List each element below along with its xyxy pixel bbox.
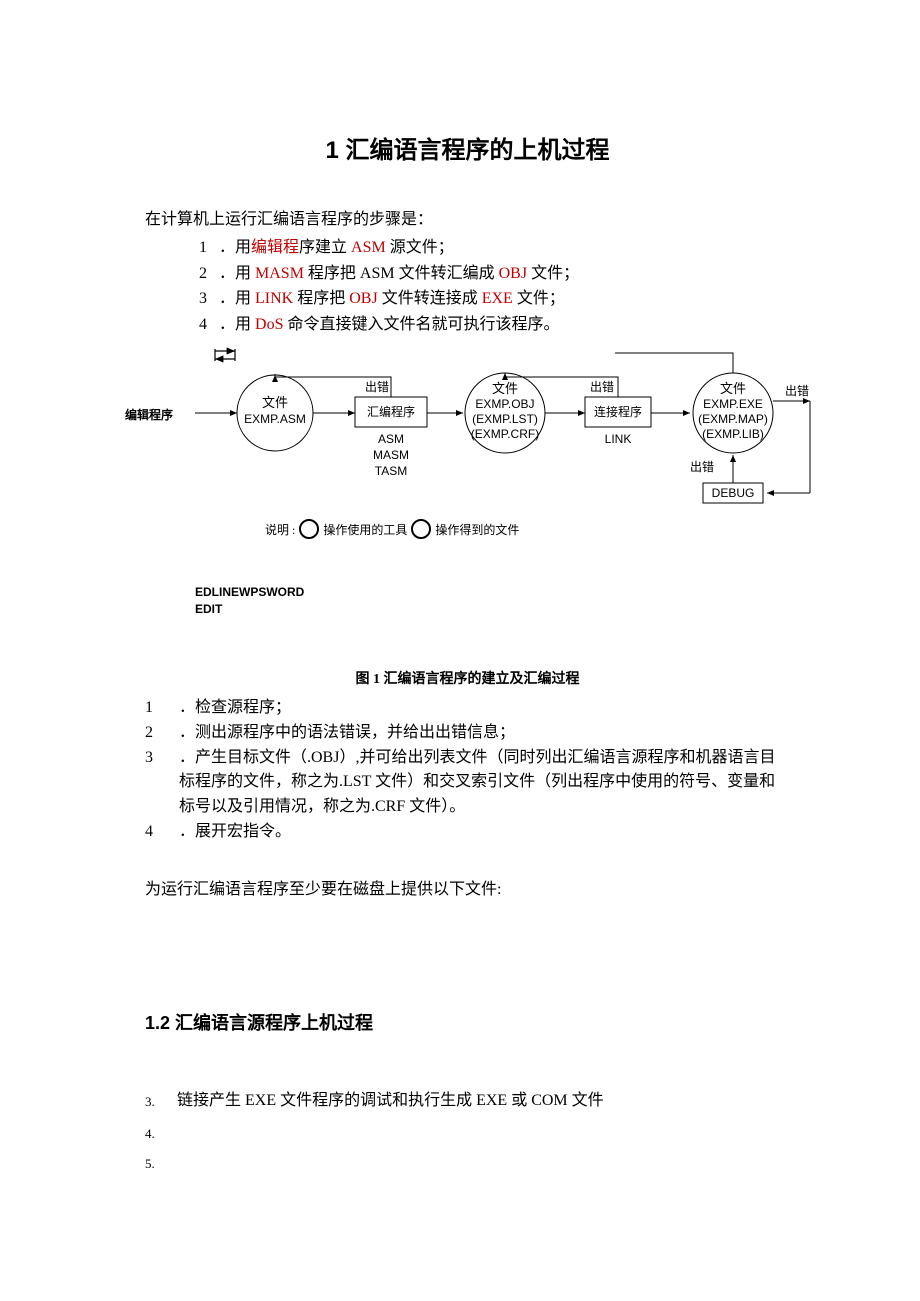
svg-text:出错: 出错 [365,380,389,394]
svg-text:(EXMP.LST): (EXMP.LST) [472,412,538,426]
process-steps-list: 3.链接产生 EXE 文件程序的调试和执行生成 EXE 或 COM 文件 4. … [145,1085,790,1177]
svg-text:EXMP.EXE: EXMP.EXE [703,397,763,411]
svg-text:出错: 出错 [785,384,809,398]
section-1-2-title: 1.2 汇编语言源程序上机过程 [145,1009,790,1035]
step-3: 3 ．用 LINK 程序把 OBJ 文件转连接成 EXE 文件； [199,286,790,312]
svg-text:出错: 出错 [690,460,714,474]
editor-program-label: 编辑程序 [125,406,173,423]
list-item: 2 ．测出源程序中的语法错误，并给出出错信息； [145,721,790,746]
flow-diagram: 编辑程序 文件 EXMP.ASM 汇编程序 ASM [135,343,790,543]
svg-text:TASM: TASM [375,464,407,478]
assembler-functions-list: 1 ．检查源程序； 2 ．测出源程序中的语法错误，并给出出错信息； 3 ．产生目… [145,696,790,845]
svg-text:LINK: LINK [605,432,632,446]
steps-list: 1 ．用编辑程序建立 ASM 源文件； 2 ．用 MASM 程序把 ASM 文件… [145,235,790,337]
list-item: 3.链接产生 EXE 文件程序的调试和执行生成 EXE 或 COM 文件 [145,1085,790,1117]
svg-text:文件: 文件 [262,395,288,410]
step-2: 2 ．用 MASM 程序把 ASM 文件转汇编成 OBJ 文件； [199,261,790,287]
svg-text:(EXMP.CRF): (EXMP.CRF) [471,427,539,441]
step-4: 4 ．用 DoS 命令直接键入文件名就可执行该程序。 [199,312,790,338]
svg-text:出错: 出错 [590,380,614,394]
svg-text:MASM: MASM [373,448,409,462]
list-item: 4 ．展开宏指令。 [145,820,790,845]
svg-text:EXMP.OBJ: EXMP.OBJ [475,397,534,411]
svg-text:汇编程序: 汇编程序 [367,404,415,419]
page-title: 1 汇编语言程序的上机过程 [145,130,790,165]
list-item: 4. [145,1117,790,1147]
list-item: 3 ．产生目标文件（.OBJ）,并可给出列表文件（同时列出汇编语言源程序和机器语… [145,746,790,820]
list-item: 1 ．检查源程序； [145,696,790,721]
editor-tools-text: EDLINEWPSWORD EDIT [195,584,790,618]
figure-caption: 图 1 汇编语言程序的建立及汇编过程 [145,668,790,688]
svg-text:(EXMP.MAP): (EXMP.MAP) [698,412,768,426]
list-item: 5. [145,1147,790,1177]
required-files-text: 为运行汇编语言程序至少要在磁盘上提供以下文件: [145,875,790,899]
svg-text:DEBUG: DEBUG [712,486,755,500]
svg-text:(EXMP.LIB): (EXMP.LIB) [702,427,764,441]
svg-text:连接程序: 连接程序 [594,404,642,419]
svg-text:文件: 文件 [492,381,518,396]
svg-text:文件: 文件 [720,381,746,396]
diagram-svg: 文件 EXMP.ASM 汇编程序 ASM MASM TASM 出错 [195,343,815,533]
svg-text:ASM: ASM [378,432,404,446]
step-1: 1 ．用编辑程序建立 ASM 源文件； [199,235,790,261]
svg-text:EXMP.ASM: EXMP.ASM [244,412,306,426]
intro-text: 在计算机上运行汇编语言程序的步骤是： [145,205,790,229]
